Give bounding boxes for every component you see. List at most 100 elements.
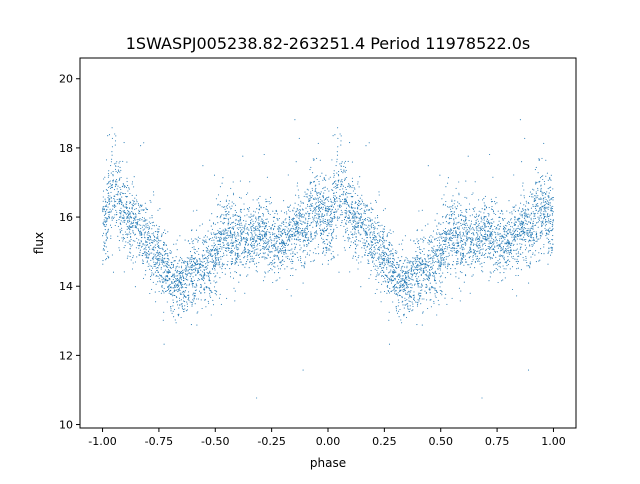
data-point xyxy=(240,261,242,263)
data-point xyxy=(442,240,444,242)
data-point xyxy=(347,192,349,194)
data-point xyxy=(158,247,160,249)
data-point xyxy=(417,302,419,304)
data-point xyxy=(193,261,195,263)
data-point xyxy=(338,271,340,273)
data-point xyxy=(522,230,524,232)
data-point xyxy=(380,257,382,259)
data-point xyxy=(307,226,309,228)
data-point xyxy=(458,214,460,216)
data-point xyxy=(300,220,302,222)
data-point xyxy=(381,224,383,226)
data-point xyxy=(387,249,390,251)
data-point xyxy=(330,229,332,231)
data-point xyxy=(462,215,464,217)
data-point xyxy=(247,231,249,234)
data-point xyxy=(175,322,177,324)
data-point xyxy=(389,280,391,282)
data-point xyxy=(490,208,493,210)
data-point xyxy=(145,207,147,209)
data-point xyxy=(387,255,389,257)
data-point xyxy=(353,214,355,216)
data-point xyxy=(286,288,288,291)
data-point xyxy=(258,202,260,204)
data-point xyxy=(406,272,408,274)
data-point xyxy=(415,257,417,259)
data-point xyxy=(256,219,258,221)
data-point xyxy=(256,225,258,227)
data-point xyxy=(112,174,114,176)
data-point xyxy=(168,264,170,266)
data-point xyxy=(387,276,389,278)
data-point xyxy=(433,245,435,247)
data-point xyxy=(108,215,110,217)
data-point xyxy=(377,217,379,219)
data-point xyxy=(370,207,372,209)
data-point xyxy=(552,220,554,222)
data-point xyxy=(161,233,163,235)
data-point xyxy=(231,201,233,203)
data-point xyxy=(427,271,429,273)
data-point xyxy=(185,265,187,267)
data-point xyxy=(131,181,134,183)
data-point xyxy=(515,236,517,238)
data-point xyxy=(108,214,110,216)
data-point xyxy=(114,224,116,227)
data-point xyxy=(234,204,237,206)
data-point xyxy=(187,269,189,271)
data-point xyxy=(287,257,289,259)
data-point xyxy=(472,231,474,234)
data-point xyxy=(311,205,313,207)
data-point xyxy=(253,237,255,239)
data-point xyxy=(380,247,382,249)
data-point xyxy=(172,275,174,277)
data-point xyxy=(382,233,384,236)
data-point xyxy=(196,209,198,211)
data-point xyxy=(530,234,532,236)
data-point xyxy=(272,229,275,231)
data-point xyxy=(413,294,415,296)
data-point xyxy=(469,208,471,210)
data-point xyxy=(328,196,330,198)
data-point xyxy=(487,221,489,223)
data-point xyxy=(312,260,314,262)
data-point xyxy=(420,270,422,272)
data-point xyxy=(213,174,216,176)
data-point xyxy=(184,305,186,307)
data-point xyxy=(431,275,433,277)
data-point xyxy=(541,202,543,204)
data-point xyxy=(489,258,491,260)
data-point xyxy=(440,233,442,235)
data-point xyxy=(438,222,440,224)
data-point xyxy=(191,246,193,249)
data-point xyxy=(184,283,187,285)
data-point xyxy=(241,224,243,226)
data-point xyxy=(109,195,111,197)
data-point xyxy=(180,303,182,305)
data-point xyxy=(497,244,499,246)
data-point xyxy=(312,238,314,240)
data-point xyxy=(408,261,410,263)
data-point xyxy=(267,221,269,223)
data-point xyxy=(235,262,237,264)
data-point xyxy=(248,207,251,209)
data-point xyxy=(479,257,481,259)
data-point xyxy=(507,239,509,241)
data-point xyxy=(264,247,266,249)
data-point xyxy=(377,248,379,250)
data-point xyxy=(519,217,521,220)
data-point xyxy=(521,231,523,233)
data-point xyxy=(275,209,277,211)
data-point xyxy=(287,239,289,241)
data-point xyxy=(217,264,219,266)
data-point xyxy=(125,213,127,215)
data-point xyxy=(288,222,290,224)
data-point xyxy=(381,252,383,254)
data-point xyxy=(139,204,141,206)
data-point xyxy=(115,162,117,164)
data-point xyxy=(547,221,549,223)
data-point xyxy=(119,177,121,179)
data-point xyxy=(273,227,275,230)
data-point xyxy=(123,184,125,186)
data-point xyxy=(190,301,193,303)
